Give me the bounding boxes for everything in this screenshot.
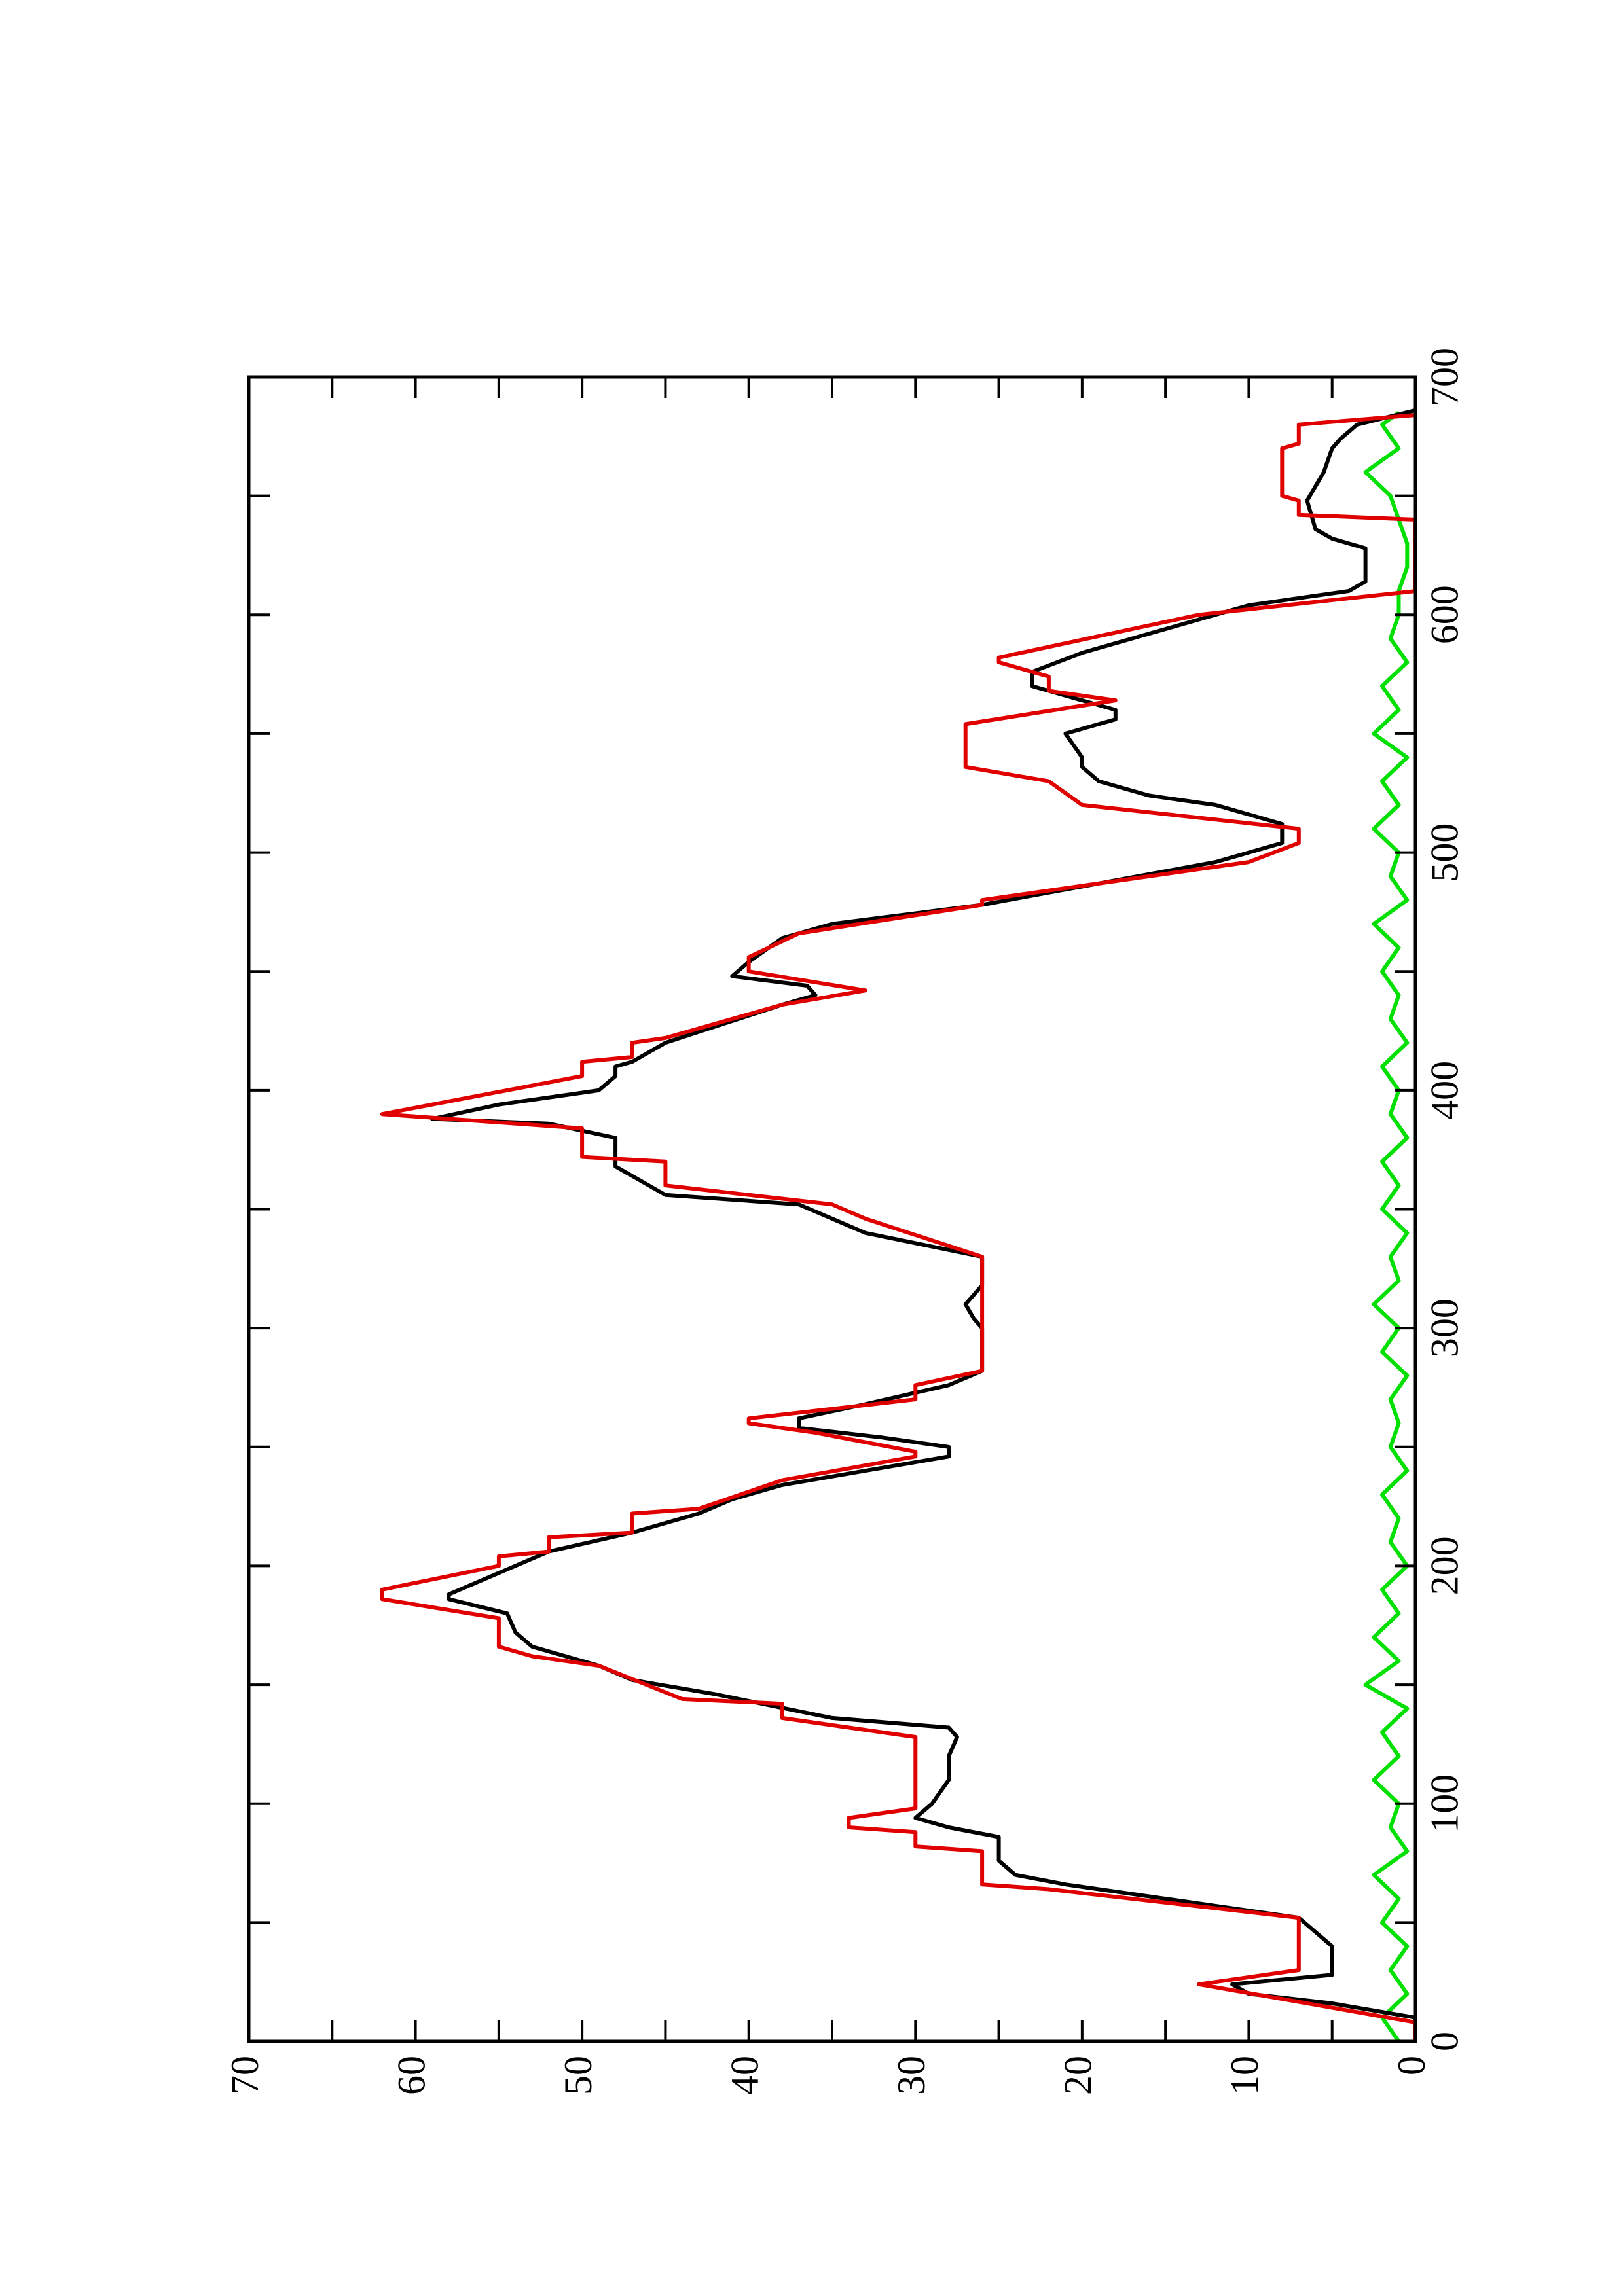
y-tick-label: 10 [1223, 2056, 1266, 2095]
plot-area [380, 408, 1417, 2043]
x-tick-label: 0 [1423, 2032, 1466, 2051]
x-tick-label: 500 [1423, 823, 1466, 882]
y-tick-label: 30 [890, 2056, 933, 2095]
data-line [380, 413, 1417, 2041]
y-tick-label: 50 [556, 2056, 600, 2095]
data-line [430, 408, 1417, 2041]
data-line [1363, 411, 1410, 2043]
x-tick-label: 600 [1423, 585, 1466, 644]
x-tick-label: 300 [1423, 1299, 1466, 1357]
y-tick-label: 40 [723, 2056, 766, 2095]
x-tick-label: 100 [1423, 1774, 1466, 1833]
y-tick-label: 60 [390, 2056, 433, 2095]
x-tick-label: 200 [1423, 1536, 1466, 1595]
y-tick-label: 0 [1390, 2056, 1433, 2075]
x-tick-label: 700 [1423, 348, 1466, 406]
y-tick-label: 20 [1057, 2056, 1100, 2095]
x-tick-label: 400 [1423, 1061, 1466, 1120]
y-tick-label: 70 [223, 2056, 266, 2095]
